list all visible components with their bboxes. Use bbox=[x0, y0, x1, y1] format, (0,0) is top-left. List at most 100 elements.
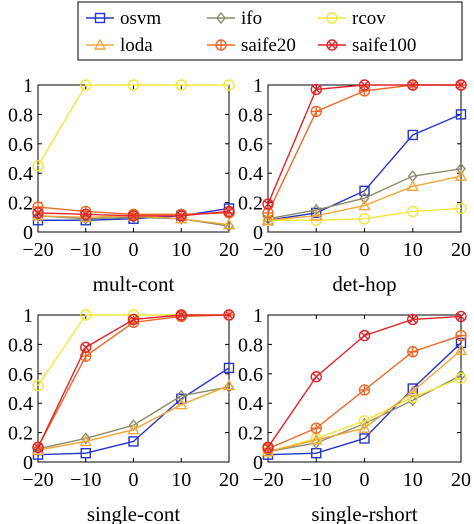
data-point-loda bbox=[222, 379, 236, 391]
legend-label: ifo bbox=[241, 8, 262, 29]
data-point-saife100 bbox=[310, 83, 322, 96]
data-point-osvm bbox=[455, 109, 467, 120]
data-point-ifo bbox=[359, 192, 370, 205]
y-tick-label: 0.4 bbox=[8, 393, 33, 415]
series-saife100 bbox=[32, 309, 235, 453]
data-point-saife100 bbox=[32, 207, 44, 219]
x-tick-label: 0 bbox=[129, 239, 139, 261]
data-point-saife100 bbox=[262, 198, 274, 210]
data-point-loda bbox=[222, 218, 236, 230]
legend-label: saife100 bbox=[352, 35, 416, 56]
series-saife20 bbox=[262, 329, 467, 455]
data-point-loda bbox=[358, 421, 371, 433]
y-tick-label: 1 bbox=[253, 305, 263, 327]
x-tick-label: −20 bbox=[22, 239, 53, 261]
data-point-loda bbox=[261, 213, 275, 225]
data-point-saife100 bbox=[80, 341, 92, 354]
panel-title: single-rshort bbox=[311, 502, 417, 524]
series-ifo bbox=[263, 162, 466, 225]
x-tick-label: −20 bbox=[252, 239, 283, 261]
x-tick-label: 20 bbox=[219, 239, 239, 261]
data-point-saife100 bbox=[407, 79, 419, 91]
x-tick-label: 20 bbox=[219, 469, 239, 491]
y-tick-label: 0.2 bbox=[8, 193, 33, 215]
series-line-osvm bbox=[267, 342, 462, 456]
data-point-saife100 bbox=[455, 79, 467, 91]
data-point-saife20 bbox=[358, 85, 371, 97]
legend-entry-ifo: ifo bbox=[207, 8, 262, 29]
series-saife100 bbox=[262, 79, 467, 210]
y-tick-label: 1 bbox=[23, 75, 33, 97]
data-point-rcov bbox=[358, 415, 371, 427]
y-tick-label: 0.6 bbox=[8, 134, 33, 156]
data-point-rcov bbox=[32, 160, 44, 172]
legend-marker-ifo bbox=[216, 11, 226, 25]
legend-entry-saife20: saife20 bbox=[207, 35, 296, 56]
data-point-saife100 bbox=[358, 329, 371, 342]
series-line-osvm bbox=[267, 113, 462, 221]
data-point-saife20 bbox=[310, 422, 322, 434]
x-tick-label: 10 bbox=[403, 469, 423, 491]
y-tick-label: 0.4 bbox=[238, 163, 263, 185]
data-point-loda bbox=[406, 179, 419, 192]
data-point-ifo bbox=[80, 432, 91, 445]
data-point-osvm bbox=[407, 129, 418, 141]
series-ifo bbox=[263, 369, 466, 458]
series-osvm bbox=[262, 109, 467, 226]
data-point-saife100 bbox=[80, 208, 92, 221]
y-tick-label: 0.6 bbox=[238, 134, 263, 156]
data-point-rcov bbox=[407, 391, 419, 404]
legend-label: rcov bbox=[352, 8, 386, 29]
data-point-loda bbox=[127, 423, 140, 435]
x-tick-label: −10 bbox=[301, 239, 332, 261]
chart-panel-single-rshort: 0 0.2 0.4 0.6 0.8 1 −20 −10 0 10 20 single-rshort bbox=[238, 305, 471, 524]
legend-box bbox=[77, 1, 463, 61]
chart-panel-single-cont: 0 0.2 0.4 0.6 0.8 1 −20 −10 0 10 20 single-cont bbox=[8, 305, 239, 524]
legend-marker-osvm bbox=[94, 12, 106, 24]
y-tick-label: 0.2 bbox=[8, 423, 33, 445]
legend-entry-osvm: osvm bbox=[86, 8, 161, 29]
data-point-saife100 bbox=[175, 309, 187, 321]
data-point-osvm bbox=[311, 207, 322, 219]
series-line-osvm bbox=[37, 367, 230, 456]
data-point-saife100 bbox=[407, 313, 419, 326]
data-point-loda bbox=[454, 343, 468, 355]
data-point-rcov bbox=[223, 79, 235, 91]
y-tick-label: 0 bbox=[23, 222, 33, 244]
data-point-saife100 bbox=[175, 210, 187, 222]
data-point-rcov bbox=[175, 79, 187, 91]
panel-title: mult-cont bbox=[93, 272, 175, 296]
legend-marker-loda bbox=[93, 38, 107, 50]
x-tick-label: 0 bbox=[129, 469, 139, 491]
y-tick-label: 0.8 bbox=[8, 334, 33, 356]
data-point-osvm bbox=[80, 447, 91, 459]
y-tick-label: 0 bbox=[253, 452, 263, 474]
series-line-loda bbox=[267, 175, 462, 221]
x-tick-label: 0 bbox=[360, 469, 370, 491]
x-tick-label: 10 bbox=[403, 239, 423, 261]
data-point-loda bbox=[310, 433, 323, 445]
legend-entry-rcov: rcov bbox=[318, 8, 386, 29]
x-tick-label: −20 bbox=[252, 469, 283, 491]
y-tick-label: 0.8 bbox=[238, 104, 263, 126]
x-tick-label: −10 bbox=[301, 469, 332, 491]
x-tick-label: −20 bbox=[22, 469, 53, 491]
data-point-rcov bbox=[32, 379, 44, 392]
y-tick-label: 0.8 bbox=[8, 104, 33, 126]
legend-label: osvm bbox=[120, 8, 161, 29]
x-tick-label: 10 bbox=[171, 239, 191, 261]
data-point-saife100 bbox=[127, 210, 140, 222]
series-line-rcov bbox=[37, 84, 229, 167]
y-tick-label: 0.6 bbox=[8, 364, 33, 386]
series-loda bbox=[261, 169, 468, 225]
data-point-saife100 bbox=[262, 441, 274, 453]
data-point-rcov bbox=[80, 309, 92, 321]
data-point-saife100 bbox=[127, 313, 140, 326]
chart-panel-det-hop: 0 0.2 0.4 0.6 0.8 1 −20 −10 0 10 20 det-hop bbox=[238, 75, 471, 296]
y-tick-label: 0.8 bbox=[238, 334, 263, 356]
y-tick-label: 1 bbox=[253, 75, 263, 97]
data-point-loda bbox=[79, 434, 92, 447]
data-point-loda bbox=[175, 398, 188, 410]
data-point-saife20 bbox=[32, 201, 44, 213]
legend-label: saife20 bbox=[241, 35, 296, 56]
